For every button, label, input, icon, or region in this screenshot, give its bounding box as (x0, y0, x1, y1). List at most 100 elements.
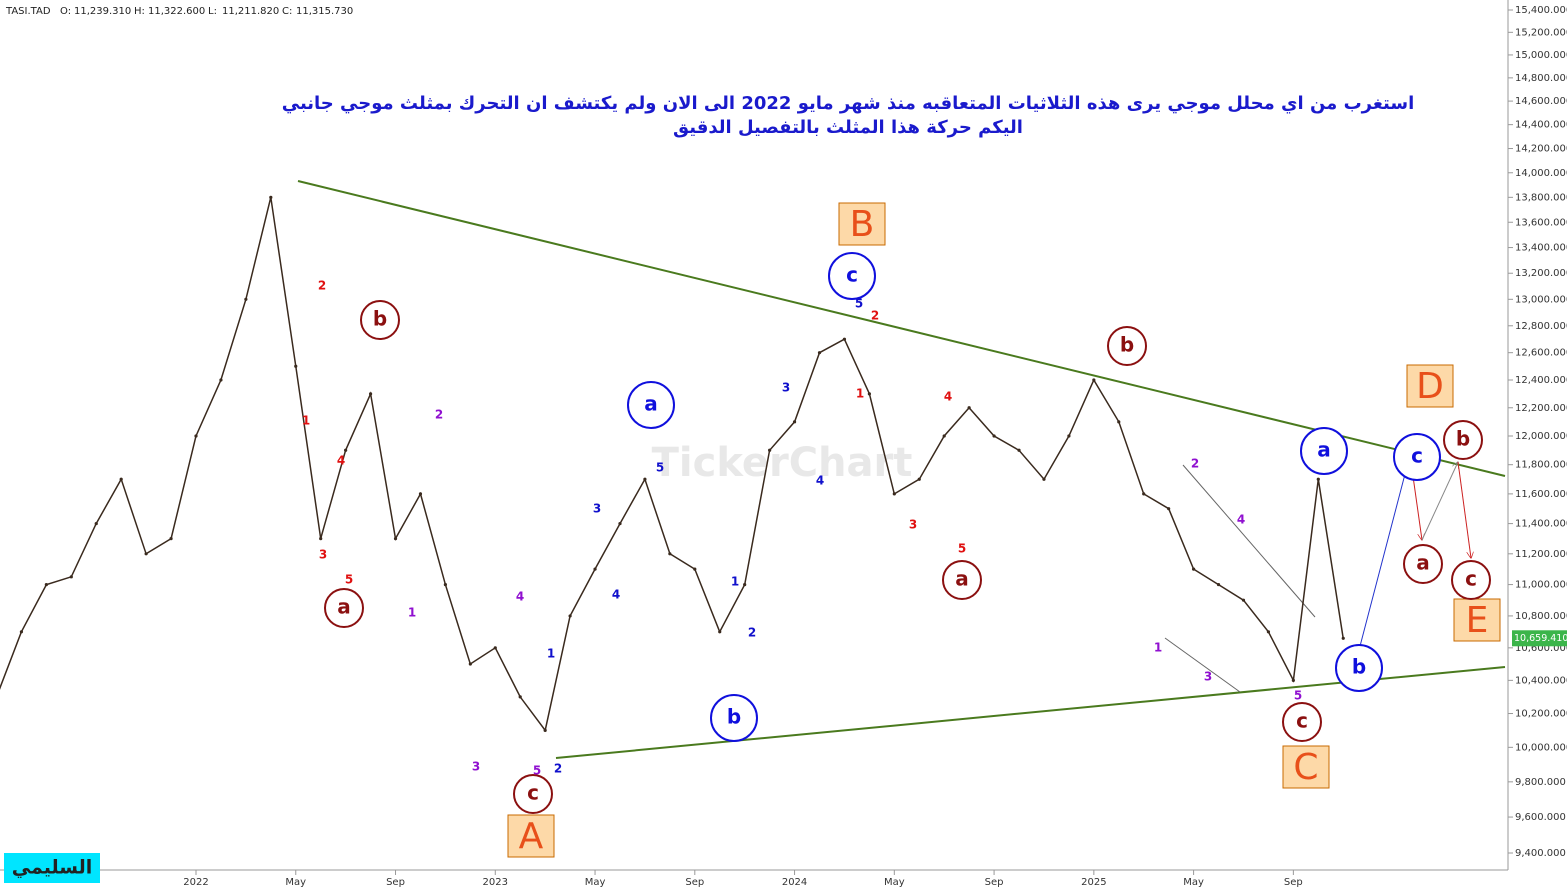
y-tick-label: 10,200.000 (1515, 709, 1567, 720)
y-tick-label: 12,800.000 (1515, 321, 1567, 332)
price-point (643, 477, 647, 481)
price-point (867, 392, 871, 396)
wave-circle (360, 300, 400, 340)
price-point (1266, 630, 1271, 634)
wave-number: 5 (656, 461, 664, 475)
ohlc-label: H: (134, 6, 145, 17)
x-tick-label: 2022 (183, 877, 208, 888)
price-point (1017, 448, 1021, 452)
price-point (144, 552, 148, 556)
price-point (443, 582, 447, 587)
wave-number: 4 (944, 390, 952, 404)
wave-circle (1403, 544, 1443, 584)
ohlc-label: L: (208, 6, 217, 17)
wave-circle-label: a (955, 567, 969, 591)
wave-number: 3 (319, 548, 327, 562)
wave-circle (942, 560, 982, 600)
x-tick-label: May (884, 877, 905, 888)
price-point (19, 630, 24, 634)
y-tick-label: 12,400.000 (1515, 375, 1567, 386)
wave-number: 2 (871, 309, 879, 323)
wave-circle-label: c (1296, 709, 1308, 733)
wave-number: 2 (748, 626, 756, 640)
wave-number: 3 (1204, 670, 1212, 684)
wave-number: 3 (909, 518, 917, 532)
wave-number: 4 (1237, 513, 1245, 527)
wave-circle-label: a (1317, 438, 1331, 462)
price-point (1241, 598, 1246, 602)
price-point (892, 492, 896, 496)
price-point (269, 195, 273, 199)
price-point (593, 567, 597, 571)
wave-box (507, 814, 555, 858)
wave-circle (1451, 560, 1491, 600)
wave-box-label: E (1466, 600, 1489, 641)
wave-circle-label: a (1416, 551, 1430, 575)
wave-number: 2 (554, 762, 562, 776)
price-point (169, 537, 173, 541)
wave-circle-label: c (1465, 567, 1477, 591)
y-tick-label: 13,000.000 (1515, 294, 1567, 305)
price-point (119, 477, 123, 481)
price-point (94, 521, 98, 526)
ohlc-label: C: (282, 6, 292, 17)
price-point (219, 378, 223, 382)
price-point (393, 537, 398, 541)
wave-circle-label: b (1120, 333, 1134, 357)
wave-circle (1335, 644, 1383, 692)
price-point (917, 477, 921, 481)
price-point (942, 434, 946, 438)
y-tick-label: 11,600.000 (1515, 489, 1567, 500)
y-tick-label: 10,800.000 (1515, 611, 1567, 622)
x-tick-label: Sep (985, 877, 1004, 888)
wave-number: 4 (612, 588, 620, 602)
wave-number: 3 (782, 381, 790, 395)
wave-circle-label: c (846, 263, 858, 287)
wave-circle (1393, 433, 1441, 481)
y-tick-label: 10,400.000 (1515, 675, 1567, 686)
wave-number: 5 (345, 573, 353, 587)
x-tick-label: May (1183, 877, 1204, 888)
price-point (817, 351, 822, 355)
wave-circle-label: c (1411, 444, 1423, 468)
wave-circle (627, 381, 675, 429)
y-tick-label: 9,800.000 (1515, 777, 1566, 788)
price-point (842, 337, 847, 341)
price-point (368, 392, 373, 396)
wave-number: 1 (547, 647, 555, 661)
y-tick-label: 15,000.000 (1515, 50, 1567, 61)
price-point (668, 552, 672, 556)
y-tick-label: 15,400.000 (1515, 5, 1567, 16)
ohlc-value: 11,211.820 (222, 6, 279, 17)
y-tick-label: 9,400.000 (1515, 848, 1566, 859)
wave-box (1406, 364, 1454, 408)
wave-number: 3 (593, 502, 601, 516)
wave-circle (1107, 326, 1147, 366)
wave-circle-label: c (527, 781, 539, 805)
wave-box (838, 202, 886, 246)
price-point (693, 567, 697, 571)
price-point (1117, 420, 1121, 424)
wave-box-label: C (1293, 747, 1318, 788)
price-point (418, 492, 423, 496)
price-point (743, 582, 747, 587)
wave-number: 4 (337, 454, 345, 468)
wave-number: 4 (516, 590, 524, 604)
wave-number: 1 (1154, 641, 1162, 655)
price-point (294, 364, 298, 368)
x-tick-label: 2024 (782, 877, 807, 888)
x-tick-label: 2025 (1081, 877, 1106, 888)
y-tick-label: 9,600.000 (1515, 812, 1566, 823)
channel-line (1182, 464, 1316, 618)
last-price-label: 10,659.410 (1514, 633, 1567, 644)
wave-circle (513, 774, 553, 814)
last-price-box (1512, 630, 1567, 647)
ohlc-value: 11,239.310 (74, 6, 131, 17)
y-tick-label: 13,600.000 (1515, 217, 1567, 228)
price-point (543, 728, 547, 732)
trendline (297, 180, 1506, 477)
wave-number: 5 (958, 542, 966, 556)
y-tick-label: 14,600.000 (1515, 96, 1567, 107)
y-tick-label: 14,000.000 (1515, 168, 1567, 179)
